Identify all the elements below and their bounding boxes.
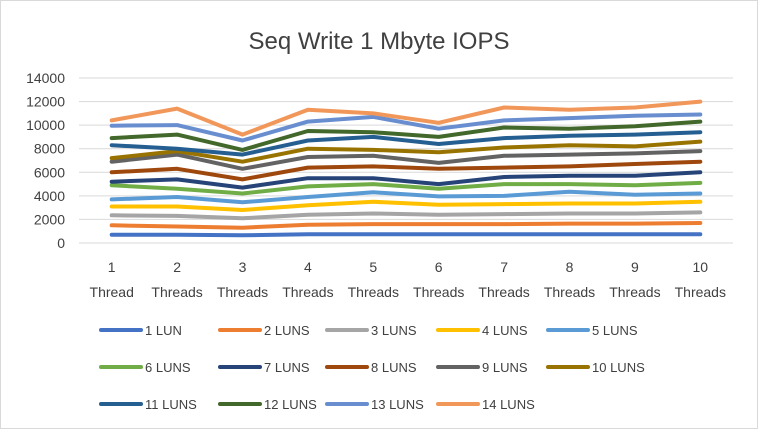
legend-label: 8 LUNS xyxy=(371,360,417,375)
x-tick-label: 4 xyxy=(304,259,312,275)
series-line-8 xyxy=(109,159,703,182)
series-line-14 xyxy=(109,99,703,137)
x-tick-sublabel: Threads xyxy=(609,284,660,300)
y-tick-label: 8000 xyxy=(34,141,65,157)
legend-label: 7 LUNS xyxy=(264,360,310,375)
y-tick-label: 14000 xyxy=(26,70,65,86)
x-tick-label: 8 xyxy=(566,259,574,275)
legend-label: 14 LUNS xyxy=(482,397,535,412)
series-line-7 xyxy=(109,170,703,190)
x-tick-sublabel: Threads xyxy=(413,284,464,300)
legend-label: 12 LUNS xyxy=(264,397,317,412)
x-tick-sublabel: Threads xyxy=(282,284,333,300)
x-tick-label: 1 xyxy=(108,259,116,275)
legend-item: 3 LUNS xyxy=(325,323,417,338)
x-tick-label: 10 xyxy=(693,259,709,275)
x-tick-sublabel: Threads xyxy=(217,284,268,300)
legend-item: 5 LUNS xyxy=(546,323,638,338)
x-axis-ticks: 1 Thread 2 Threads 3 Threads 4 Threads 5 Threads 6… xyxy=(90,259,726,300)
series-line-2 xyxy=(109,221,703,230)
legend-label: 5 LUNS xyxy=(592,323,638,338)
y-axis-ticks: 0 2000 4000 6000 8000 10000 12000 14000 xyxy=(26,70,65,251)
legend-label: 4 LUNS xyxy=(482,323,528,338)
series-line-6 xyxy=(109,180,703,196)
legend-label: 1 LUN xyxy=(145,323,182,338)
legend-item: 2 LUNS xyxy=(218,323,310,338)
legend-label: 9 LUNS xyxy=(482,360,528,375)
x-tick-sublabel: Threads xyxy=(675,284,726,300)
series-lines xyxy=(109,99,703,238)
x-tick-label: 6 xyxy=(435,259,443,275)
legend-item: 11 LUNS xyxy=(99,397,197,412)
x-tick-label: 3 xyxy=(239,259,247,275)
legend-label: 13 LUNS xyxy=(371,397,424,412)
legend-label: 2 LUNS xyxy=(264,323,310,338)
series-line-10 xyxy=(109,139,703,164)
y-tick-label: 10000 xyxy=(26,117,65,133)
legend-item: 14 LUNS xyxy=(436,397,535,412)
series-line-13 xyxy=(109,112,703,143)
series-line-9 xyxy=(109,149,703,171)
legend-label: 3 LUNS xyxy=(371,323,417,338)
series-line-4 xyxy=(109,199,703,212)
series-line-5 xyxy=(109,189,703,205)
chart-title: Seq Write 1 Mbyte IOPS xyxy=(249,28,510,55)
legend-item: 1 LUN xyxy=(99,323,182,338)
series-line-3 xyxy=(109,210,703,221)
legend-item: 8 LUNS xyxy=(325,360,417,375)
legend-item: 10 LUNS xyxy=(546,360,645,375)
y-tick-label: 4000 xyxy=(34,188,65,204)
x-tick-sublabel: Threads xyxy=(348,284,399,300)
legend-label: 6 LUNS xyxy=(145,360,191,375)
legend-label: 11 LUNS xyxy=(145,397,197,412)
legend-item: 12 LUNS xyxy=(218,397,317,412)
x-tick-sublabel: Thread xyxy=(90,284,134,300)
legend-item: 13 LUNS xyxy=(325,397,424,412)
y-tick-label: 0 xyxy=(57,235,65,251)
legend-item: 7 LUNS xyxy=(218,360,310,375)
x-tick-label: 5 xyxy=(369,259,377,275)
x-tick-label: 9 xyxy=(631,259,639,275)
legend-item: 6 LUNS xyxy=(99,360,191,375)
x-tick-label: 2 xyxy=(173,259,181,275)
x-tick-sublabel: Threads xyxy=(544,284,595,300)
series-line-11 xyxy=(109,130,703,157)
series-line-1 xyxy=(109,232,703,238)
x-tick-sublabel: Threads xyxy=(478,284,529,300)
y-tick-label: 12000 xyxy=(26,94,65,110)
legend: 1 LUN 2 LUNS 3 LUNS 4 LUNS 5 LUNS 6 LUNS 7 LUN… xyxy=(99,323,645,412)
legend-item: 4 LUNS xyxy=(436,323,528,338)
x-tick-sublabel: Threads xyxy=(151,284,202,300)
y-tick-label: 2000 xyxy=(34,211,65,227)
y-tick-label: 6000 xyxy=(34,164,65,180)
series-line-12 xyxy=(109,119,703,152)
legend-label: 10 LUNS xyxy=(592,360,645,375)
legend-item: 9 LUNS xyxy=(436,360,528,375)
x-tick-label: 7 xyxy=(500,259,508,275)
